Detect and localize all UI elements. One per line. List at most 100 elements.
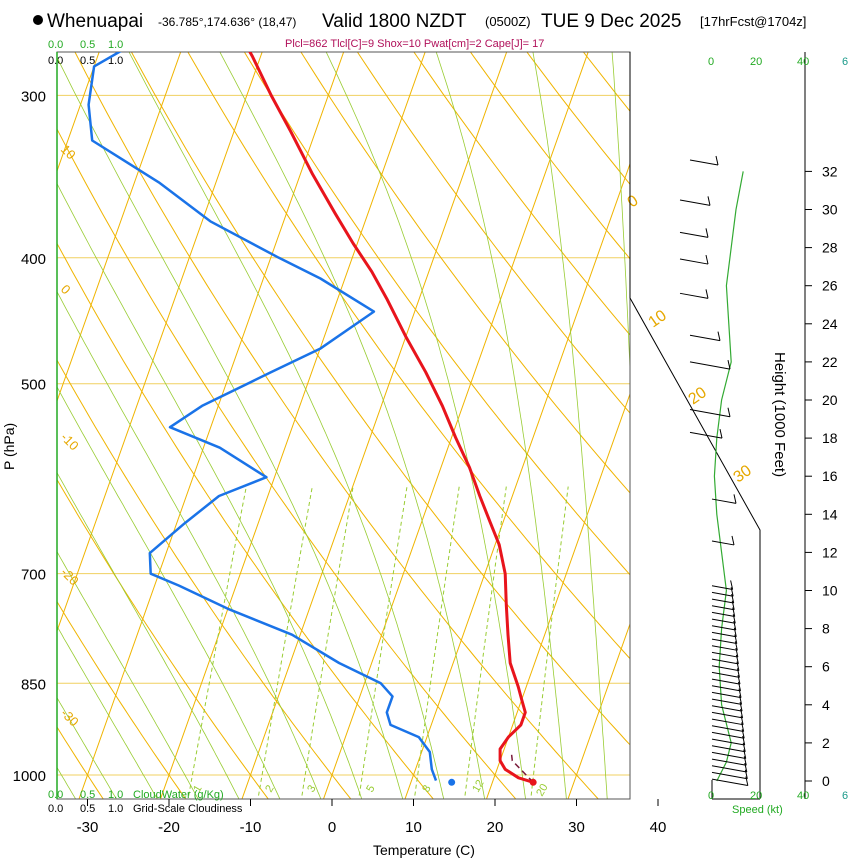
wind-barb <box>711 698 742 705</box>
wind-barb <box>711 645 738 651</box>
wind-barb-flag <box>705 228 709 238</box>
wind-barb-flag <box>705 254 709 265</box>
wind-barb <box>679 258 709 265</box>
surface-dewpoint-marker <box>448 778 456 786</box>
dry-adiabat-line <box>74 52 599 799</box>
dry-adiabat-line <box>130 52 630 746</box>
wind-barb-flag <box>736 661 740 671</box>
wind-barb <box>689 159 719 166</box>
mix-label-8: 8 <box>420 783 433 794</box>
temperature-line <box>248 52 534 784</box>
wind-barb <box>711 738 745 746</box>
mix-label-20: 20 <box>534 782 551 799</box>
moist-adiabat-line <box>57 182 363 799</box>
theta-label-10: 10 <box>646 307 670 331</box>
mix-label-5: 5 <box>364 783 377 794</box>
wind-barb-flag <box>727 407 731 417</box>
wind-barb <box>711 498 737 504</box>
speed-top-0: 0 <box>708 56 714 68</box>
height-tick-label: 0 <box>822 773 830 789</box>
moist-adiabat-line <box>128 52 445 799</box>
wind-barb <box>711 705 743 712</box>
height-tick-label: 6 <box>822 659 830 675</box>
station-name: Whenuapai <box>47 11 143 32</box>
wind-barb-flag <box>739 702 743 712</box>
y-axis-title: P (hPa) <box>1 423 17 470</box>
wind-barb <box>711 691 742 699</box>
wind-barb-flag <box>719 429 723 439</box>
isotherm-line <box>485 392 630 799</box>
dry-adiabat-line <box>413 52 630 336</box>
speed-top-20: 20 <box>750 56 762 68</box>
cloudwater-bottom-0: 0.0 <box>48 789 63 801</box>
wind-barb <box>711 585 733 590</box>
mixing-ratio-labels: 1 2 3 5 8 12 20 <box>191 778 551 799</box>
mix-label-2: 2 <box>263 783 276 794</box>
wind-barb-flag <box>707 196 711 206</box>
temp-tick-label: -30 <box>77 819 99 836</box>
mix-label-3: 3 <box>305 783 318 794</box>
height-tick-label: 12 <box>822 544 838 560</box>
parcel-path <box>510 751 534 783</box>
wind-barb-flag <box>735 647 739 658</box>
cloudwater-scale-05: 0.5 <box>80 39 95 51</box>
temp-tick-label: 20 <box>487 819 504 836</box>
wind-barb-flag <box>742 735 746 746</box>
height-tick-label: 14 <box>822 506 838 522</box>
station-coords: -36.785°,174.636° (18,47) <box>158 15 296 29</box>
wind-barb <box>711 711 743 719</box>
moist-adiabat-line <box>219 52 486 799</box>
wind-barb <box>711 765 747 773</box>
wind-barb <box>711 540 735 546</box>
wind-barb-flag <box>735 654 739 664</box>
theta-label-30: 30 <box>731 462 755 486</box>
speed-top-6: 6 <box>842 56 848 68</box>
wind-barb <box>711 745 746 753</box>
mixing-ratio-line-20 <box>530 486 569 799</box>
station-bullet-icon <box>33 15 43 25</box>
isotherm-line <box>404 162 630 799</box>
main-axes: -30-20-100102030402503004005007008501000 <box>13 0 667 836</box>
pressure-tick-label: 400 <box>21 251 46 268</box>
wind-barb <box>711 625 736 631</box>
thermo-grid <box>57 0 850 802</box>
wind-barb-flag <box>731 600 735 610</box>
temp-tick-label: -20 <box>158 819 180 836</box>
cloudiness-bottom-05: 0.5 <box>80 803 95 815</box>
temp-tick-label: 0 <box>328 819 336 836</box>
wind-barb-flag <box>745 776 749 786</box>
height-tick-label: 8 <box>822 621 830 637</box>
wind-barb <box>711 651 738 658</box>
wind-barb <box>711 605 735 611</box>
wind-barb-flag <box>733 494 737 504</box>
moist-adiabat-line <box>57 550 199 799</box>
speed-label: Speed (kt) <box>732 804 783 816</box>
height-tick-label: 10 <box>822 583 838 599</box>
wind-barb-flag <box>742 742 746 752</box>
temp-tick-label: 40 <box>650 819 667 836</box>
mixing-ratio-line-8 <box>413 486 460 799</box>
wind-barb <box>711 731 745 739</box>
cloudiness-scale-05: 0.5 <box>80 55 95 67</box>
wind-barb <box>679 199 711 206</box>
wind-barb <box>711 611 735 617</box>
isotherm-line <box>322 52 589 799</box>
speed-bottom-0: 0 <box>708 790 714 802</box>
dry-adiabat-line <box>648 0 850 802</box>
wind-barb-flag <box>741 729 745 739</box>
wind-barb <box>711 751 746 759</box>
height-tick-label: 22 <box>822 354 838 370</box>
wind-barb <box>711 591 734 597</box>
moist-adiabat-line <box>611 52 630 379</box>
mix-label-1: 1 <box>191 783 204 794</box>
wind-barb-flag <box>744 762 748 773</box>
pressure-tick-label: 300 <box>21 88 46 105</box>
speed-top-40: 40 <box>797 56 809 68</box>
dry-adiabat-line <box>187 52 630 660</box>
wind-speed-profile <box>713 171 744 782</box>
height-tick-label: 16 <box>822 468 838 484</box>
wind-barb-flag <box>730 580 734 590</box>
sounding-curves <box>87 52 537 786</box>
